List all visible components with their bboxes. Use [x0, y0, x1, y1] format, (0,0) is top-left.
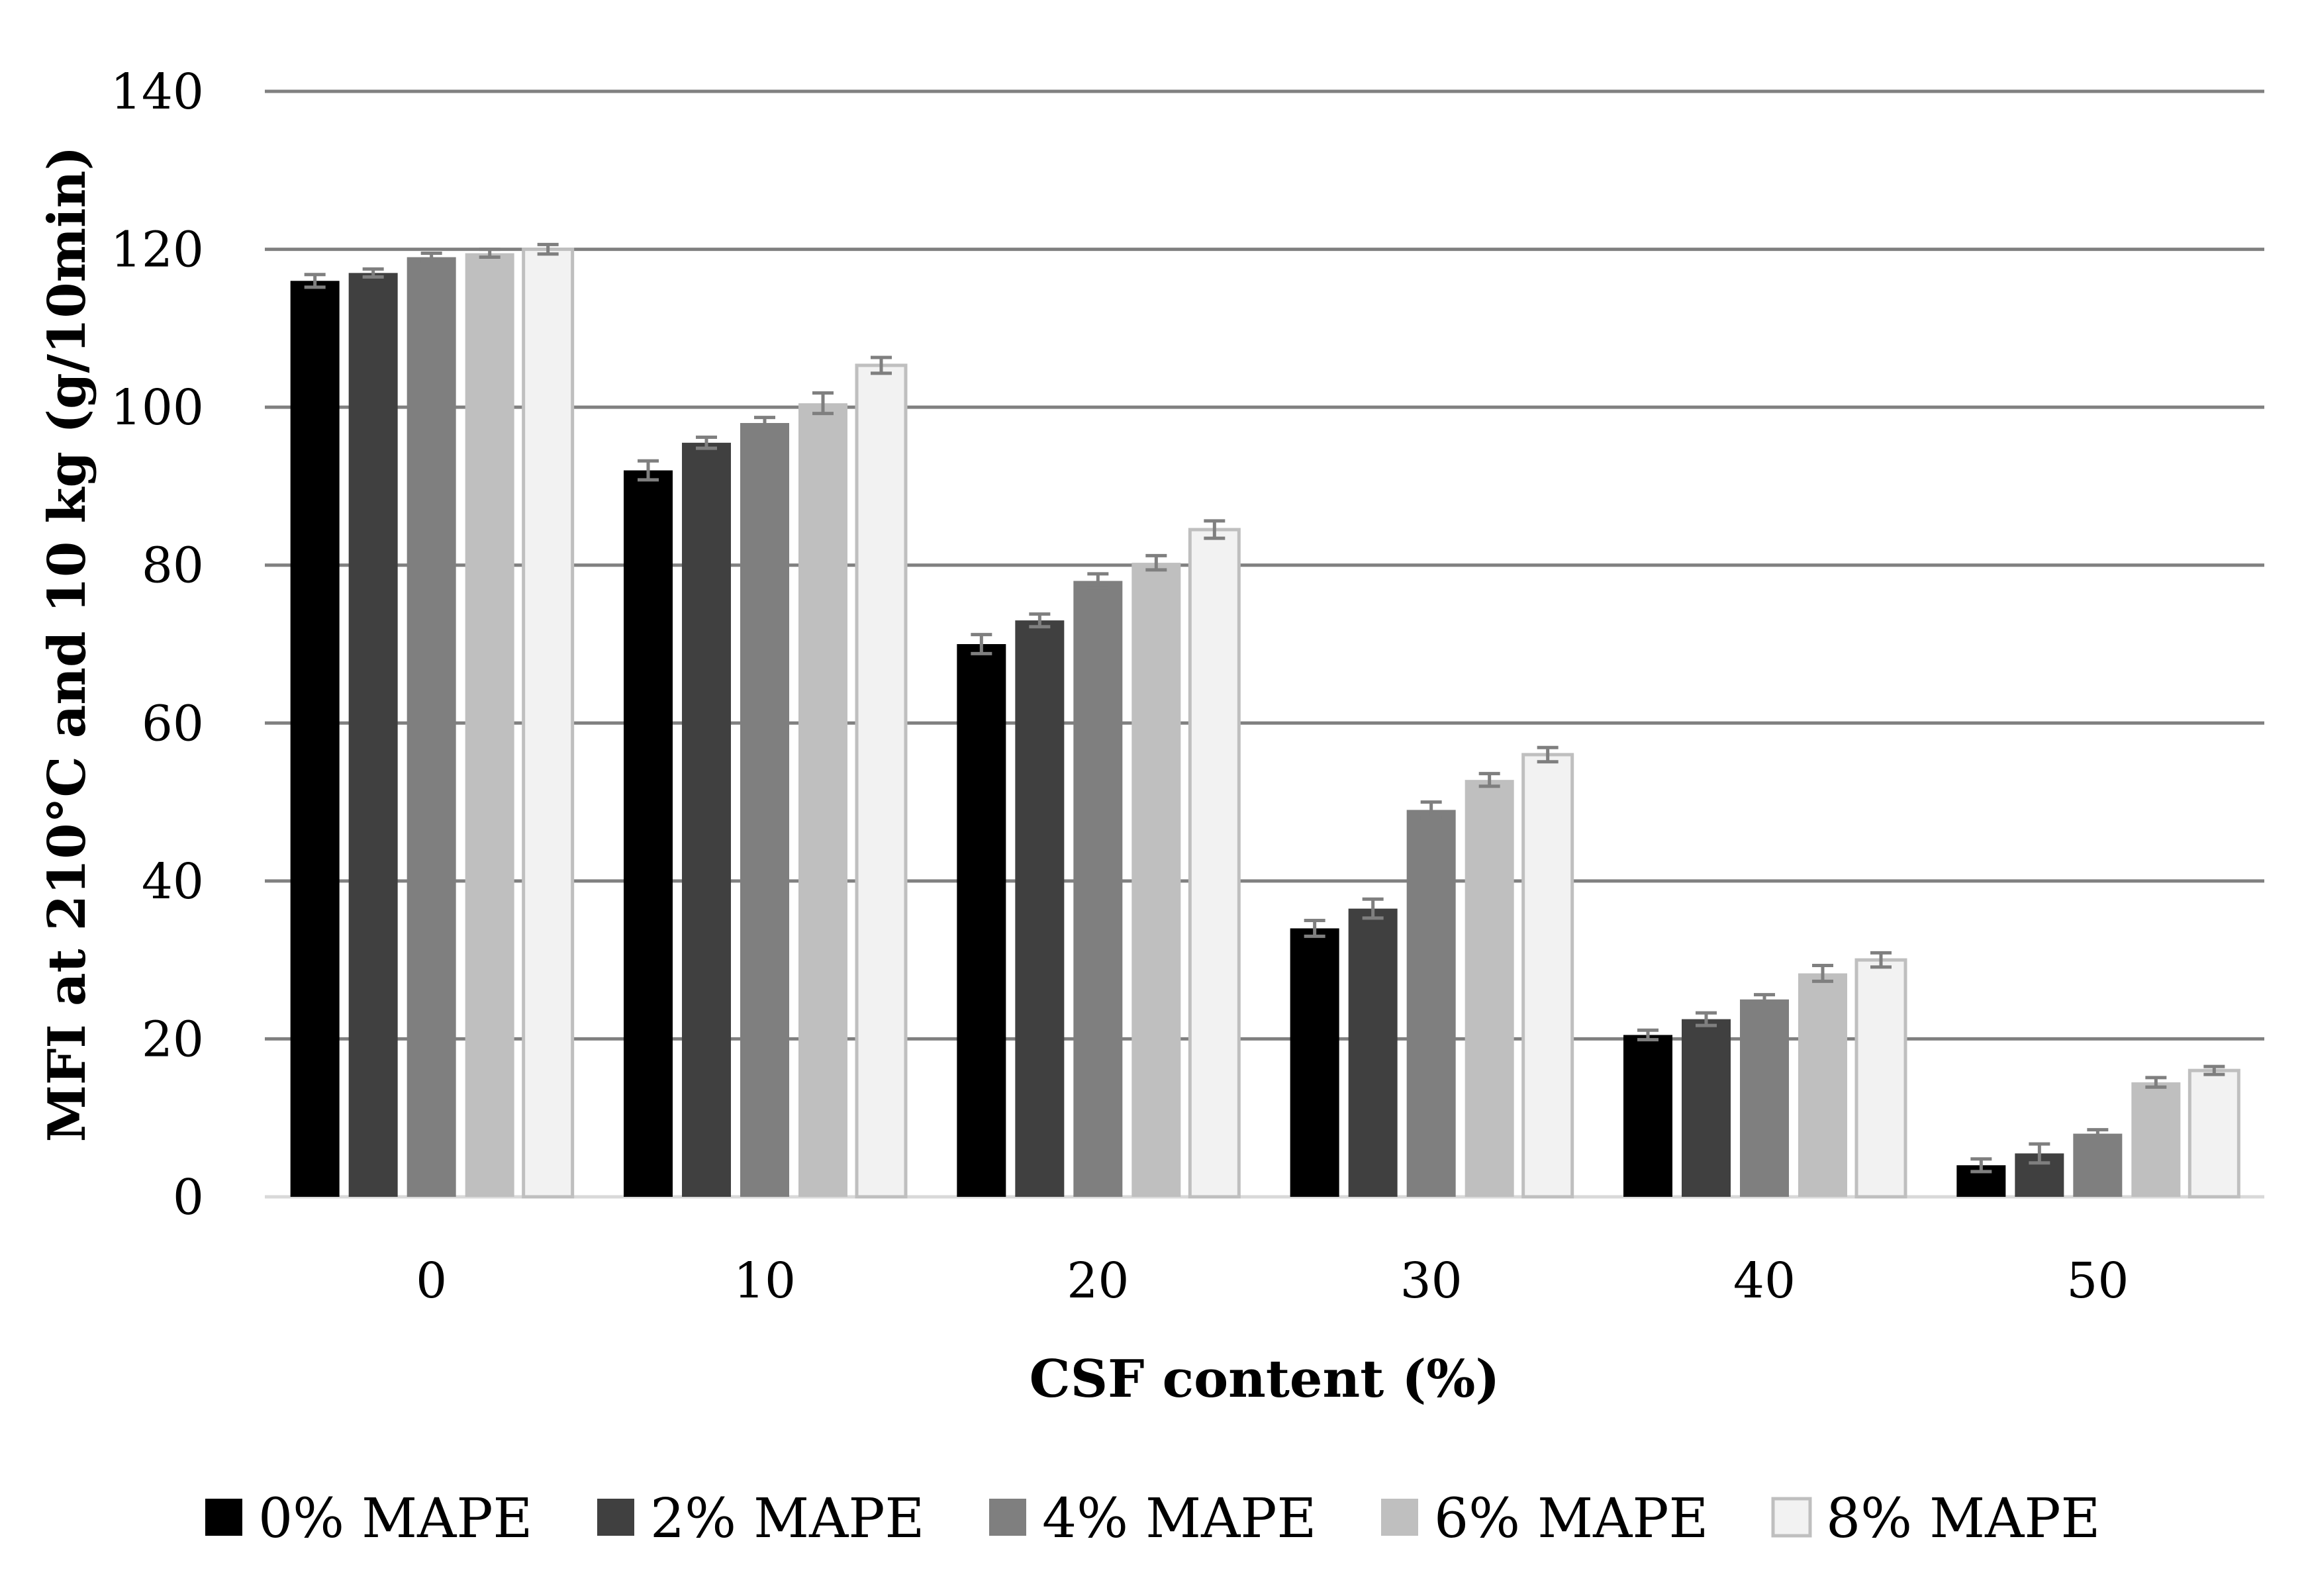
bar [348, 273, 398, 1197]
bar [682, 442, 731, 1197]
error-bar [1478, 772, 1500, 788]
legend-label: 2% MAPE [650, 1487, 924, 1550]
legend: 0% MAPE 2% MAPE 4% MAPE 6% MAPE 8% MAPE [205, 1487, 2100, 1550]
legend-label: 6% MAPE [1434, 1487, 1708, 1550]
error-bar [2145, 1076, 2167, 1089]
legend-item: 4% MAPE [989, 1487, 1316, 1550]
error-bar [304, 273, 326, 289]
error-bar [1204, 519, 1226, 540]
bar [740, 423, 789, 1197]
x-tick-label: 40 [1733, 1252, 1796, 1309]
error-bar [1145, 553, 1167, 572]
legend-swatch [597, 1499, 634, 1536]
y-tick-label: 20 [142, 1011, 204, 1068]
legend-item: 8% MAPE [1771, 1487, 2100, 1550]
bar [2131, 1082, 2181, 1197]
error-bar [1754, 993, 1775, 1006]
error-bar [1870, 951, 1892, 969]
y-tick-labels: 0 20 40 60 80 100 120 140 [111, 64, 204, 1226]
error-bar [2029, 1142, 2050, 1165]
bar [1682, 1019, 1731, 1197]
error-bar [871, 355, 892, 375]
legend-swatch [989, 1499, 1026, 1536]
error-bar [1087, 572, 1109, 590]
bar [1623, 1035, 1672, 1197]
bar [1015, 620, 1065, 1197]
legend-swatch [205, 1499, 242, 1536]
bar [624, 470, 673, 1197]
error-bar [812, 391, 834, 416]
bar [407, 257, 456, 1197]
bar [1188, 528, 1241, 1199]
bars [290, 248, 2240, 1199]
bar [2073, 1133, 2123, 1197]
error-bar [1696, 1011, 1717, 1027]
y-tick-label: 120 [111, 222, 204, 279]
legend-item: 6% MAPE [1381, 1487, 1708, 1550]
error-bar [1537, 745, 1559, 764]
bar [855, 363, 908, 1199]
bar [1073, 581, 1123, 1197]
bar [1854, 958, 1907, 1199]
error-bar [537, 242, 559, 256]
error-bar [1970, 1157, 1992, 1174]
error-bar [1420, 800, 1442, 820]
y-axis-title: MFI at 210°C and 10 kg (g/10min) [37, 146, 97, 1143]
x-tick-label: 0 [416, 1252, 447, 1309]
y-tick-label: 60 [142, 695, 204, 752]
error-bar [2203, 1064, 2225, 1076]
bar [465, 253, 514, 1197]
error-bar [971, 633, 992, 655]
error-bar [479, 248, 501, 259]
legend-item: 0% MAPE [205, 1487, 532, 1550]
error-bar [1812, 963, 1833, 983]
bar [798, 403, 847, 1197]
y-tick-label: 80 [142, 538, 204, 594]
gridlines [265, 89, 2264, 1199]
bar [1131, 563, 1181, 1197]
error-bar [696, 435, 717, 450]
x-axis-title: CSF content (%) [1030, 1349, 1500, 1409]
legend-item: 2% MAPE [597, 1487, 924, 1550]
legend-label: 8% MAPE [1826, 1487, 2100, 1550]
error-bars [304, 242, 2225, 1174]
error-bar [420, 252, 442, 263]
y-tick-label: 40 [142, 853, 204, 910]
error-bar [362, 267, 384, 279]
x-tick-label: 50 [2066, 1252, 2129, 1309]
error-bar [2087, 1128, 2109, 1140]
legend-label: 0% MAPE [258, 1487, 532, 1550]
bar [1798, 973, 1847, 1197]
x-tick-labels: 0 10 20 30 40 50 [416, 1252, 2129, 1309]
bar [1465, 780, 1514, 1197]
bar [1521, 753, 1574, 1199]
legend-label: 4% MAPE [1042, 1487, 1316, 1550]
bar [1348, 908, 1398, 1197]
bar [522, 248, 575, 1199]
bar [290, 281, 340, 1197]
bar [2188, 1068, 2240, 1199]
x-tick-label: 30 [1400, 1252, 1463, 1309]
error-bar [1029, 612, 1051, 629]
y-tick-label: 100 [111, 379, 204, 436]
legend-swatch [1381, 1499, 1418, 1536]
error-bar [1637, 1028, 1659, 1042]
error-bar [754, 416, 775, 430]
x-tick-label: 20 [1067, 1252, 1129, 1309]
legend-swatch [1771, 1497, 1812, 1538]
bar [1290, 928, 1339, 1197]
x-tick-label: 10 [734, 1252, 796, 1309]
error-bar [1304, 919, 1325, 938]
bar [957, 644, 1006, 1197]
y-tick-label: 140 [111, 64, 204, 120]
bar [1406, 810, 1456, 1197]
error-bar [638, 459, 659, 482]
y-tick-label: 0 [173, 1169, 204, 1226]
bar [1740, 999, 1789, 1197]
error-bar [1362, 897, 1384, 920]
